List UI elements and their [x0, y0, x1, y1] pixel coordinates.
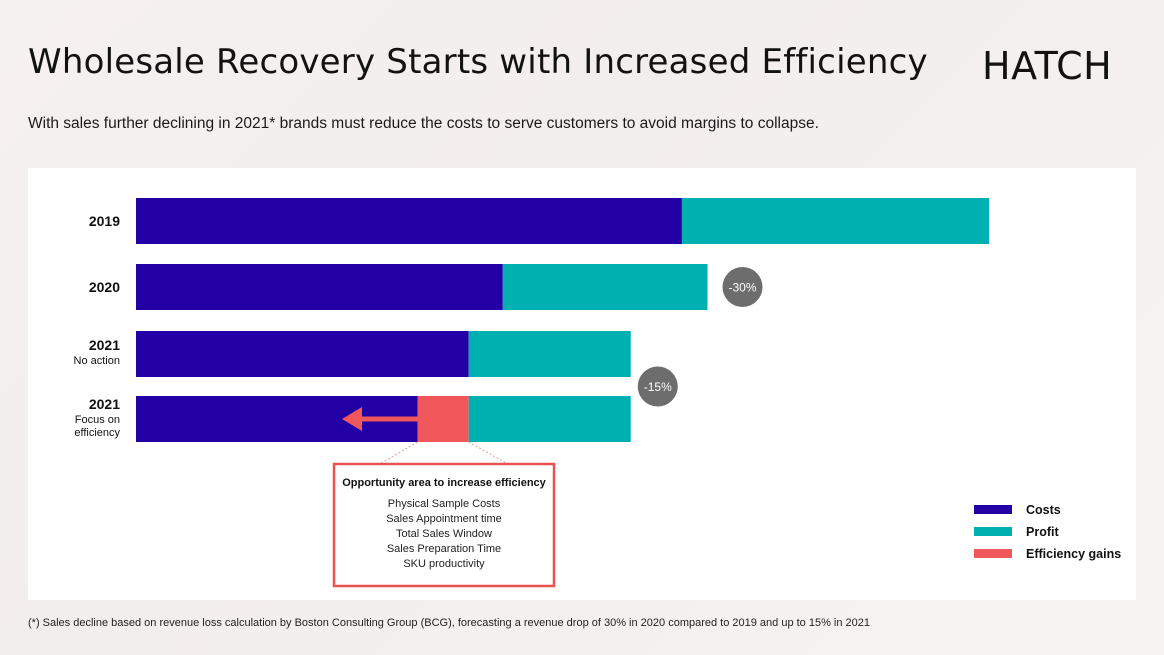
stacked-bar-chart: 2019 2020 2021 No action 2021 Focus onefficie… — [74, 198, 1121, 588]
opportunity-item: Sales Appointment time — [386, 513, 502, 525]
change-badge — [637, 366, 678, 407]
bar-profit-1 — [681, 198, 989, 244]
opportunity-item: SKU productivity — [403, 558, 485, 570]
brand-logo: HATCH — [982, 44, 1113, 88]
category-sublabel: efficiency — [74, 427, 120, 439]
chart-panel: 2019 2020 2021 No action 2021 Focus on efficie… — [28, 168, 1136, 600]
footnote: (*) Sales decline based on revenue loss … — [28, 617, 871, 629]
bar-costs-3 — [136, 331, 469, 377]
category-label: 2019 — [89, 213, 120, 229]
opportunity-item: Sales Preparation Time — [387, 543, 501, 555]
change-badge-label: -15% — [644, 380, 672, 394]
efficiency-arrow-shaft — [356, 416, 419, 422]
legend-swatch — [974, 505, 1012, 514]
page-title: Wholesale Recovery Starts with Increased… — [28, 42, 928, 82]
bar-efficiency-gains-4 — [417, 396, 469, 442]
change-badge — [722, 267, 763, 307]
efficiency-arrow-head — [342, 407, 362, 431]
legend-swatch — [974, 527, 1012, 536]
bar-costs-2 — [136, 264, 503, 310]
bar-profit-4 — [468, 396, 631, 442]
subtitle: With sales further declining in 2021* br… — [28, 115, 819, 132]
category-sublabel: No action — [74, 355, 120, 367]
opportunity-item: Physical Sample Costs — [388, 498, 501, 510]
connector-line — [379, 441, 418, 465]
bar-costs-1 — [136, 198, 682, 244]
category-label: 2021 — [89, 337, 120, 353]
opportunity-box — [332, 462, 556, 588]
category-label: 2021 — [89, 396, 120, 412]
bar-profit-3 — [468, 331, 631, 377]
connector-line — [468, 441, 509, 465]
category-sublabel: Focus on — [75, 414, 120, 426]
legend-swatch — [974, 549, 1012, 558]
bar-profit-2 — [502, 264, 708, 310]
category-label: 2020 — [89, 279, 120, 295]
legend-label: Costs — [1026, 503, 1061, 517]
opportunity-box-title: Opportunity area to increase efficiency — [342, 477, 546, 489]
opportunity-item: Total Sales Window — [396, 528, 492, 540]
legend-label: Efficiency gains — [1026, 547, 1121, 561]
change-badge-label: -30% — [729, 281, 757, 295]
legend-label: Profit — [1026, 525, 1059, 539]
